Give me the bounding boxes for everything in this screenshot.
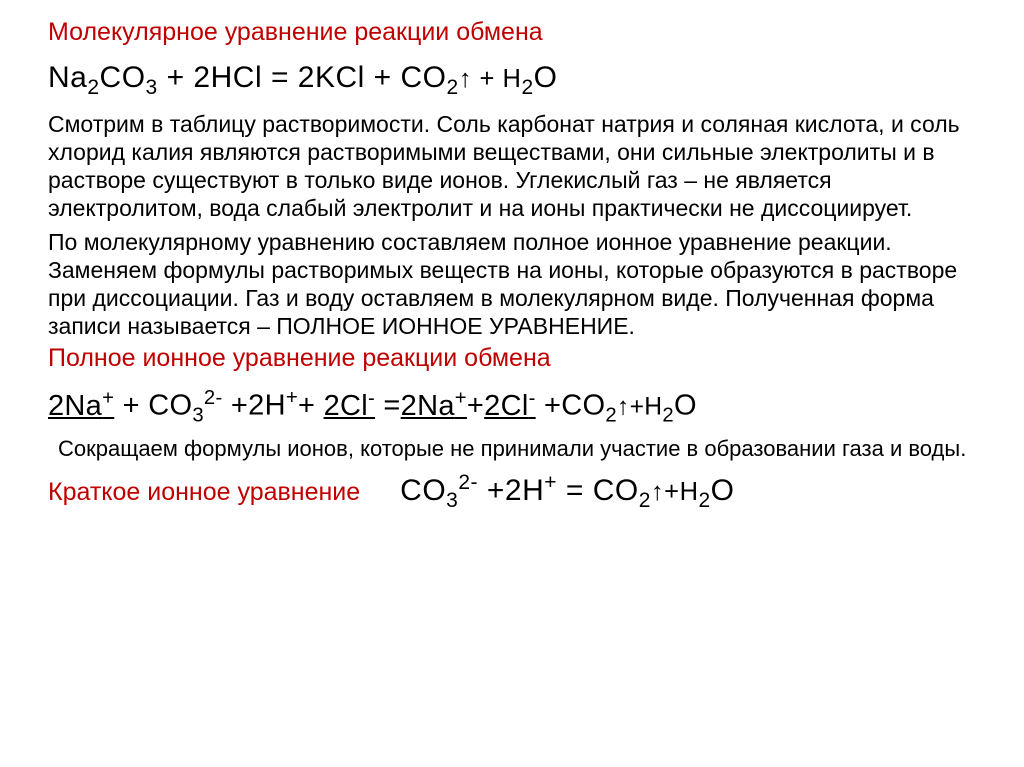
eq-part: 2Na	[48, 390, 102, 422]
eq-part: ↑ + H	[459, 65, 522, 93]
eq-sub: 2	[605, 405, 617, 427]
heading-molecular: Молекулярное уравнение реакции обмена	[48, 18, 984, 47]
eq-sub: 2	[87, 76, 99, 99]
eq-sub: 2	[698, 489, 710, 512]
eq-sub: 3	[146, 76, 158, 99]
eq-sub: 3	[446, 489, 458, 512]
eq-part: O	[674, 390, 697, 422]
eq-part: CO	[400, 474, 446, 507]
equation-molecular: Na2CO3 + 2HCl = 2KCl + CO2↑ + H2O	[48, 61, 984, 100]
eq-sup: 2-	[204, 387, 223, 409]
equation-full-ionic: 2Na+ + CO32- +2H++ 2Cl- =2Na++2Cl- +CO2↑…	[48, 387, 984, 427]
eq-part: ↑+H	[617, 394, 662, 421]
equation-short-ionic: CO32- +2H+ = CO2↑+H2O	[400, 471, 734, 513]
eq-sup: +	[286, 387, 298, 409]
eq-part: +	[298, 390, 324, 422]
eq-part: O	[534, 61, 558, 94]
eq-part: = CO	[557, 474, 639, 507]
heading-full-ionic: Полное ионное уравнение реакции обмена	[48, 344, 984, 373]
eq-sub: 2	[662, 405, 674, 427]
eq-sub: 2	[447, 76, 459, 99]
eq-sub: 3	[192, 405, 204, 427]
paragraph-1: Смотрим в таблицу растворимости. Соль ка…	[48, 110, 984, 222]
eq-part: O	[711, 474, 735, 507]
eq-sup: -	[529, 387, 536, 409]
eq-part: +CO	[536, 390, 606, 422]
eq-part: Na	[48, 61, 87, 94]
eq-part: CO	[100, 61, 146, 94]
eq-part: +2H	[223, 390, 286, 422]
eq-part: ↑+H	[651, 478, 699, 506]
eq-part: 2Cl	[324, 390, 368, 422]
eq-sub: 2	[639, 489, 651, 512]
paragraph-3: Сокращаем формулы ионов, которые не прин…	[48, 436, 984, 463]
eq-part: + 2HCl = 2KCl + CO	[158, 61, 447, 94]
eq-part: +	[467, 390, 484, 422]
eq-sup: +	[544, 471, 557, 494]
heading-short-ionic: Краткое ионное уравнение	[48, 478, 360, 507]
eq-sup: +	[102, 387, 114, 409]
paragraph-2: По молекулярному уравнению составляем по…	[48, 228, 984, 340]
eq-part: 2Cl	[484, 390, 528, 422]
eq-sub: 2	[521, 76, 533, 99]
eq-part: =	[375, 390, 401, 422]
eq-sup: +	[455, 387, 467, 409]
eq-sup: 2-	[458, 471, 478, 494]
eq-part: 2Na	[401, 390, 455, 422]
eq-part: +2H	[478, 474, 544, 507]
eq-sup: -	[368, 387, 375, 409]
eq-part: + CO	[114, 390, 192, 422]
